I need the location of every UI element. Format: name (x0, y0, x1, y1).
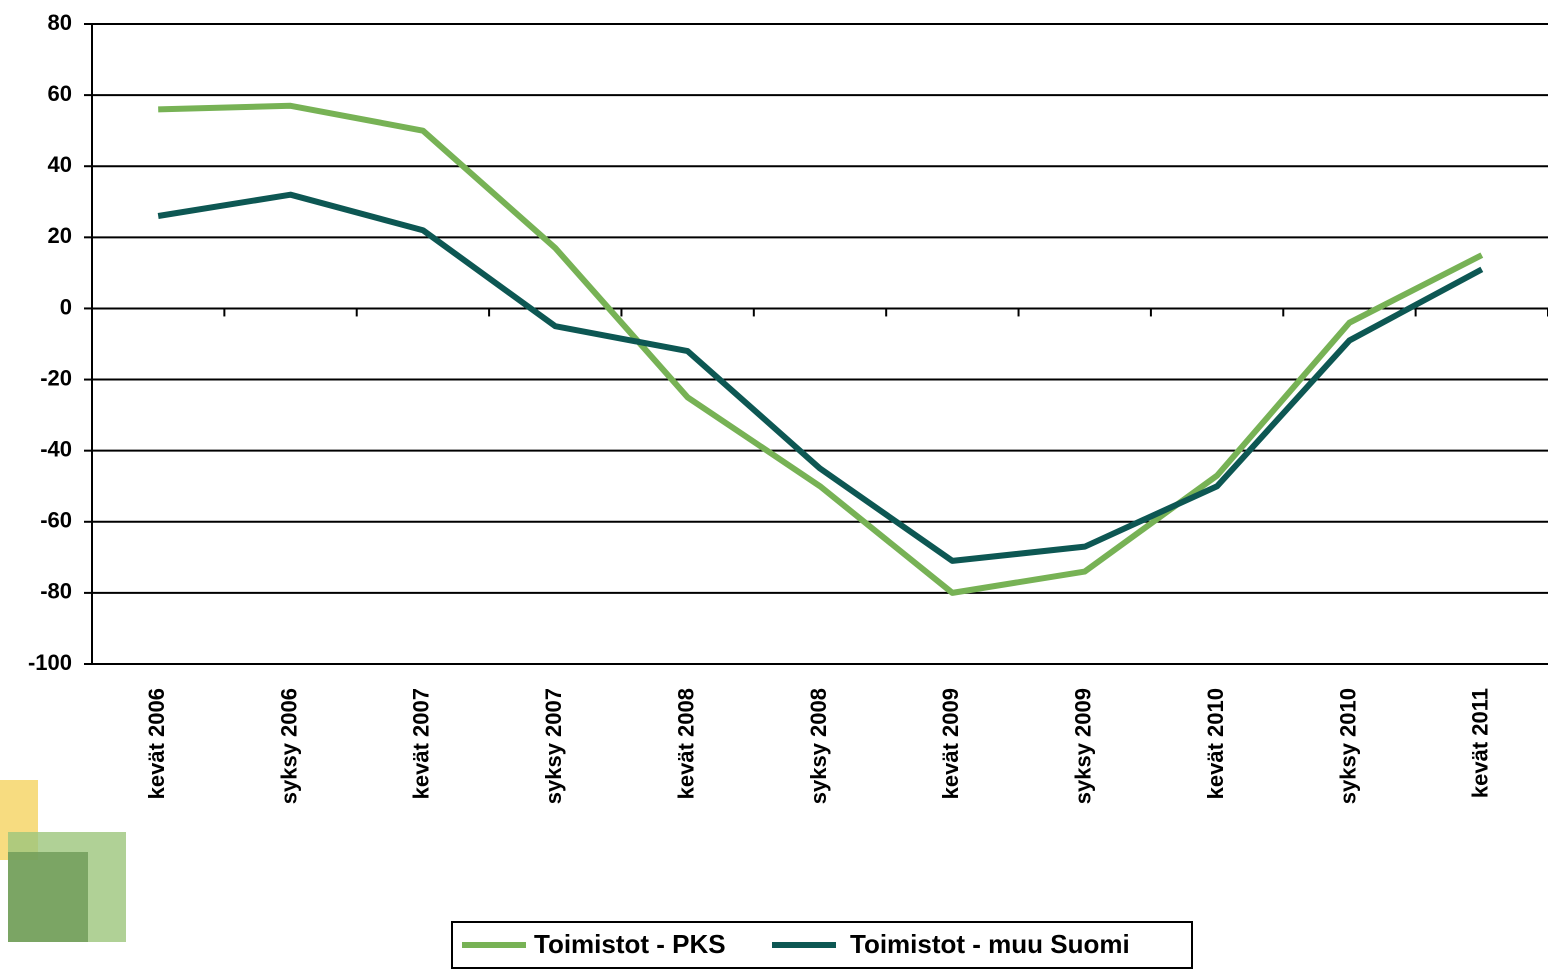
y-tick-label: 80 (48, 10, 72, 35)
y-tick-label: 60 (48, 81, 72, 106)
series-line (157, 191, 1484, 564)
y-tick-label: -60 (40, 508, 72, 533)
legend-label: Toimistot - muu Suomi (850, 929, 1130, 959)
legend-label: Toimistot - PKS (534, 929, 726, 959)
x-tick-label: syksy 2008 (806, 688, 831, 804)
logo (0, 780, 126, 942)
x-tick-label: syksy 2010 (1335, 688, 1360, 804)
x-tick-label: kevät 2007 (409, 688, 434, 799)
y-tick-label: -80 (40, 579, 72, 604)
legend-box (451, 921, 1193, 969)
x-tick-label: kevät 2006 (144, 688, 169, 799)
x-tick-label: kevät 2010 (1203, 688, 1228, 799)
x-tick-label: kevät 2011 (1468, 688, 1493, 798)
series-line (158, 102, 1484, 596)
y-tick-label: -40 (40, 436, 72, 461)
x-tick-label: syksy 2006 (276, 688, 301, 804)
y-tick-label: -20 (40, 365, 72, 390)
y-tick-label: 0 (60, 294, 72, 319)
y-tick-label: 40 (48, 152, 72, 177)
x-tick-label: kevät 2008 (673, 688, 698, 799)
y-tick-label: -100 (28, 650, 72, 675)
x-tick-label: syksy 2009 (1071, 688, 1096, 804)
x-tick-label: kevät 2009 (938, 688, 963, 799)
x-tick-label: syksy 2007 (541, 688, 566, 804)
y-tick-label: 20 (48, 223, 72, 248)
